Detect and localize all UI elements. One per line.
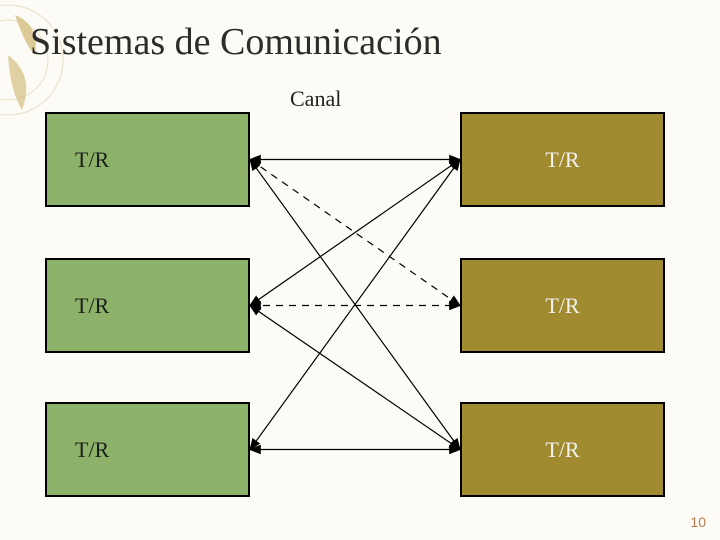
tr-box-left-2: T/R bbox=[45, 402, 250, 497]
tr-label: T/R bbox=[75, 437, 109, 463]
page-number: 10 bbox=[690, 514, 706, 530]
tr-label: T/R bbox=[545, 437, 579, 463]
tr-box-right-2: T/R bbox=[460, 402, 665, 497]
tr-box-left-0: T/R bbox=[45, 112, 250, 207]
canal-label: Canal bbox=[290, 86, 341, 112]
tr-box-right-0: T/R bbox=[460, 112, 665, 207]
tr-label: T/R bbox=[75, 147, 109, 173]
tr-label: T/R bbox=[545, 293, 579, 319]
tr-label: T/R bbox=[75, 293, 109, 319]
page-title: Sistemas de Comunicación bbox=[30, 20, 442, 64]
tr-label: T/R bbox=[545, 147, 579, 173]
tr-box-left-1: T/R bbox=[45, 258, 250, 353]
tr-box-right-1: T/R bbox=[460, 258, 665, 353]
